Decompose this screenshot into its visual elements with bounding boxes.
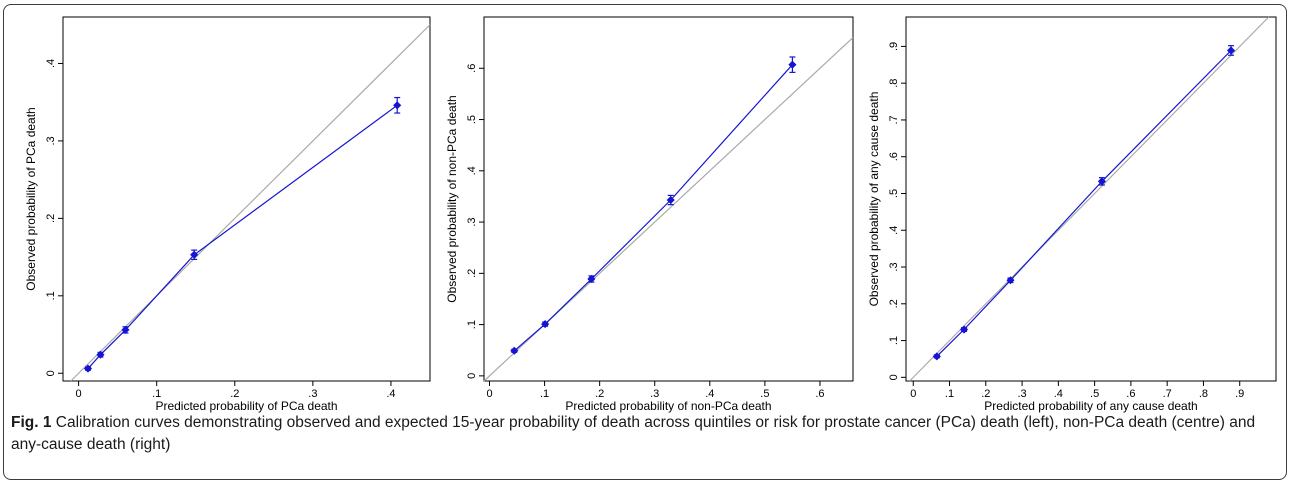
figure-label: Fig. 1: [11, 414, 52, 431]
chart-1-y-tick-label: .1: [45, 291, 57, 300]
chart-3-x-tick-label: .5: [1090, 388, 1099, 400]
chart-2-x-tick-label: .4: [705, 388, 714, 400]
chart-2-x-tick-label: .1: [540, 388, 549, 400]
chart-2-y-axis-label: Observed probability of non-PCa death: [445, 95, 459, 302]
chart-1-y-tick-label: 0: [45, 370, 57, 376]
chart-3-y-tick-label: 0: [888, 374, 900, 380]
chart-1-x-tick-label: .2: [230, 388, 239, 400]
chart-2-y-tick-label: .2: [466, 269, 478, 278]
chart-3-plot-frame: [905, 16, 1277, 382]
chart-1-reference-line: [70, 24, 431, 382]
chart-1-data-point: [96, 350, 105, 359]
chart-3-y-tick-label: .8: [888, 79, 900, 88]
chart-1-x-tick-label: .1: [152, 388, 161, 400]
chart-2-x-axis-label: Predicted probability of non-PCa death: [565, 399, 771, 413]
chart-1-data-point: [190, 250, 199, 259]
chart-2-y-tick-label: .1: [466, 320, 478, 329]
chart-2-series-line: [513, 64, 793, 352]
chart-2-y-tick-label: 0: [466, 373, 478, 379]
chart-3-x-tick-label: .3: [1017, 388, 1026, 400]
chart-2-x-tick-label: .5: [760, 388, 769, 400]
chart-3-data-point: [1006, 276, 1015, 285]
chart-2-plot-frame: [483, 16, 854, 382]
chart-1-data-point: [393, 101, 402, 110]
chart-3-y-tick-label: .1: [888, 336, 900, 345]
chart-1-y-axis-label: Observed probability of PCa death: [24, 107, 38, 290]
chart-3-data-point: [1097, 177, 1107, 186]
chart-1-y-tick-label: .4: [45, 59, 57, 68]
chart-3-data-point: [1226, 46, 1236, 55]
chart-2-x-tick-label: .2: [595, 388, 604, 400]
chart-2-x-tick-label: 0: [486, 388, 492, 400]
chart-2: 0 .1 .2 .3 .4 .5 .6 0 .1 .2 .3 .4 .5 .6 Predicted prob…: [445, 16, 854, 413]
chart-3-data-point: [932, 352, 941, 361]
chart-2-data-point: [788, 60, 797, 69]
chart-3-y-tick-label: .5: [888, 189, 900, 198]
chart-3-y-axis-label: Observed probability of any cause death: [867, 92, 881, 307]
chart-1-data-point: [83, 364, 93, 373]
chart-2-data-point: [510, 346, 519, 355]
chart-3-x-tick-label: .9: [1235, 388, 1244, 400]
chart-2-y-tick-label: .6: [466, 64, 478, 73]
chart-1-plot-frame: [62, 16, 431, 382]
chart-1-y-tick-label: .3: [45, 136, 57, 145]
chart-1-x-tick-label: .3: [308, 388, 317, 400]
chart-3-y-tick-label: .3: [888, 262, 900, 271]
chart-2-data-point: [666, 195, 675, 205]
chart-1: 0 .1 .2 .3 .4 0 .1 .2 .3 .4 Predicted probability …: [24, 16, 431, 413]
chart-2-data-point: [587, 274, 596, 284]
chart-3-x-axis-label: Predicted probability of any cause death: [984, 399, 1197, 413]
chart-1-x-axis-label: Predicted probability of PCa death: [155, 399, 337, 413]
chart-3-x-tick-label: .1: [945, 388, 954, 400]
chart-3-y-tick-label: .9: [888, 42, 900, 51]
chart-2-y-tick-label: .3: [466, 217, 478, 226]
chart-3-x-tick-label: 0: [910, 388, 916, 400]
chart-3-data-point: [959, 325, 969, 334]
chart-3-y-tick-label: .2: [888, 299, 900, 308]
chart-1-series-line: [87, 104, 398, 370]
chart-1-y-tick-label: .2: [45, 214, 57, 223]
chart-3-x-tick-label: .7: [1163, 388, 1172, 400]
chart-1-x-tick-label: .4: [386, 388, 395, 400]
chart-1-data-point: [121, 325, 130, 335]
chart-2-x-tick-label: .6: [815, 388, 824, 400]
chart-3-y-tick-label: .4: [888, 226, 900, 235]
figure-frame: [3, 4, 1287, 480]
chart-3-x-tick-label: .4: [1054, 388, 1063, 400]
chart-3-x-tick-label: .6: [1126, 388, 1135, 400]
chart-3-x-tick-label: .2: [981, 388, 990, 400]
chart-2-data-point: [540, 319, 550, 329]
chart-3-x-tick-label: .8: [1199, 388, 1208, 400]
chart-3: 0 .1 .2 .3 .4 .5 .6 .7 .8 .9 0 .1 .2 .3 .4 .5 .6 .7 .8 .9 Pr…: [867, 16, 1277, 413]
chart-2-x-tick-label: .3: [650, 388, 659, 400]
chart-1-x-tick-label: 0: [76, 388, 82, 400]
figure-caption: Fig. 1 Calibration curves demonstrating …: [11, 412, 1277, 456]
chart-2-y-tick-label: .4: [466, 166, 478, 175]
chart-3-y-tick-label: .7: [888, 115, 900, 124]
chart-3-series-line: [936, 50, 1232, 357]
figure-caption-text: Calibration curves demonstrating observe…: [11, 414, 1256, 453]
chart-3-reference-line: [909, 16, 1270, 382]
chart-3-y-tick-label: .6: [888, 152, 900, 161]
chart-2-y-tick-label: .5: [466, 115, 478, 124]
